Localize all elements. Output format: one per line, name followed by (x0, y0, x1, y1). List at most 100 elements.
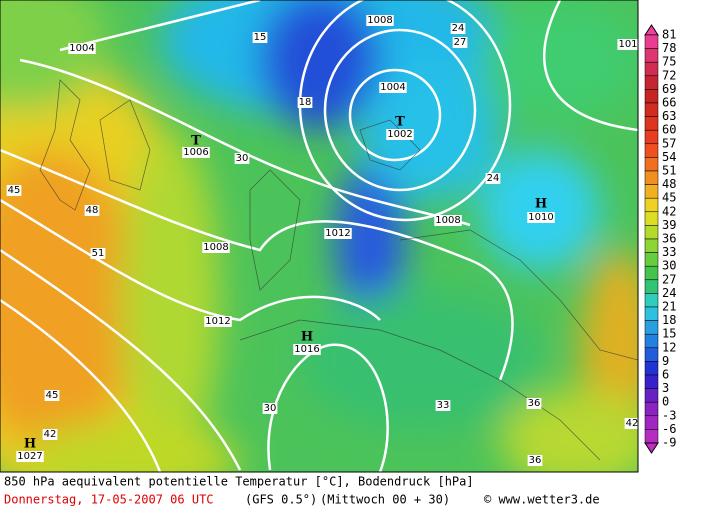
legend-swatch (644, 211, 659, 226)
legend-label: 6 (662, 368, 669, 382)
legend-label: 24 (662, 286, 676, 300)
map-label: 1016 (294, 344, 319, 355)
label-bg (324, 228, 352, 239)
pressure-center: H (301, 330, 313, 345)
legend-label: 66 (662, 96, 676, 110)
coastlines (39, 79, 638, 461)
label-bg (6, 185, 22, 196)
legend-swatch (644, 415, 659, 430)
map-label: 42 (44, 429, 57, 440)
pressure-center: H (535, 197, 547, 212)
legend-swatch (644, 279, 659, 294)
legend-swatch (644, 252, 659, 267)
legend-label: 30 (662, 259, 676, 273)
legend-label: 9 (662, 354, 669, 368)
legend-label: -9 (662, 436, 676, 450)
label-bg (42, 429, 58, 440)
label-bg (204, 316, 232, 327)
label-bg (527, 455, 543, 466)
legend-swatch (644, 197, 659, 213)
footer-credit: © www.wetter3.de (484, 493, 600, 507)
legend-label: 57 (662, 136, 676, 150)
label-bg (68, 43, 96, 54)
map-field: 100410081004T1002T10061008101210081012H1… (0, 0, 638, 472)
legend-swatch (644, 184, 659, 199)
isobars (0, 0, 638, 472)
map-label: 45 (8, 185, 21, 196)
legend-swatch (644, 102, 659, 117)
map-label: 1010 (528, 212, 553, 223)
label-bg (44, 390, 60, 401)
legend-label: -6 (662, 422, 676, 436)
map-label: 1012 (325, 228, 350, 239)
map-label: 1008 (203, 242, 228, 253)
map-label: 36 (529, 455, 542, 466)
map-label: 27 (454, 37, 467, 48)
map-label: 1002 (387, 129, 412, 140)
legend-swatch (644, 347, 659, 362)
legend-label: 78 (662, 41, 676, 55)
map-label: 1004 (380, 82, 405, 93)
label-bg (262, 403, 278, 414)
legend-label: 51 (662, 164, 676, 178)
pressure-center: H (24, 437, 36, 452)
legend-label: 12 (662, 340, 676, 354)
legend-label: 36 (662, 232, 676, 246)
legend-label: 48 (662, 177, 676, 191)
label-bg (452, 37, 468, 48)
map-label: 30 (236, 153, 249, 164)
legend-label: 21 (662, 300, 676, 314)
label-bg (16, 451, 44, 462)
legend-swatch (644, 170, 659, 185)
legend-label: 42 (662, 204, 676, 218)
map-label: 101 (618, 39, 637, 50)
label-bg (386, 129, 414, 140)
legend-swatch (644, 225, 659, 240)
legend-label: 3 (662, 381, 669, 395)
label-bg (624, 418, 638, 429)
label-bg (617, 39, 638, 50)
legend-arrow-top (644, 24, 659, 36)
footer-run: (Mittwoch 00 + 30) (320, 493, 450, 507)
legend-swatch (644, 361, 659, 376)
footer-title: 850 hPa aequivalent potentielle Temperat… (4, 475, 474, 489)
map-label: 1027 (17, 451, 42, 462)
map-label: 33 (437, 400, 450, 411)
label-bg (234, 153, 250, 164)
legend-swatch (644, 116, 659, 131)
label-bg (450, 23, 466, 34)
pressure-center: T (191, 134, 201, 149)
legend-label: 27 (662, 272, 676, 286)
legend-swatch (644, 306, 659, 321)
map-label: 1012 (205, 316, 230, 327)
label-bg (90, 248, 106, 259)
label-bg (366, 15, 394, 26)
legend-swatch (644, 157, 659, 172)
footer-date: Donnerstag, 17-05-2007 06 UTC (4, 493, 214, 507)
legend-swatch (644, 61, 659, 77)
label-bg (527, 212, 555, 223)
legend-label: 63 (662, 109, 676, 123)
map-label: 24 (487, 173, 500, 184)
label-bg (202, 242, 230, 253)
legend-label: 33 (662, 245, 676, 259)
label-bg (434, 215, 462, 226)
legend-swatch (644, 48, 659, 63)
legend-swatch (644, 34, 659, 49)
legend-swatch (644, 320, 659, 335)
legend-label: 72 (662, 68, 676, 82)
label-bg (252, 32, 268, 43)
legend-swatch (644, 388, 659, 403)
map-label: 30 (264, 403, 277, 414)
map-label: 45 (46, 390, 59, 401)
legend-label: 0 (662, 395, 669, 409)
legend-label: -3 (662, 408, 676, 422)
legend-label: 18 (662, 313, 676, 327)
label-bg (293, 344, 321, 355)
legend-label: 45 (662, 191, 676, 205)
legend-arrow-bottom (644, 442, 659, 454)
legend-swatch (644, 265, 659, 281)
map-label: 36 (528, 398, 541, 409)
legend-swatch (644, 333, 659, 349)
